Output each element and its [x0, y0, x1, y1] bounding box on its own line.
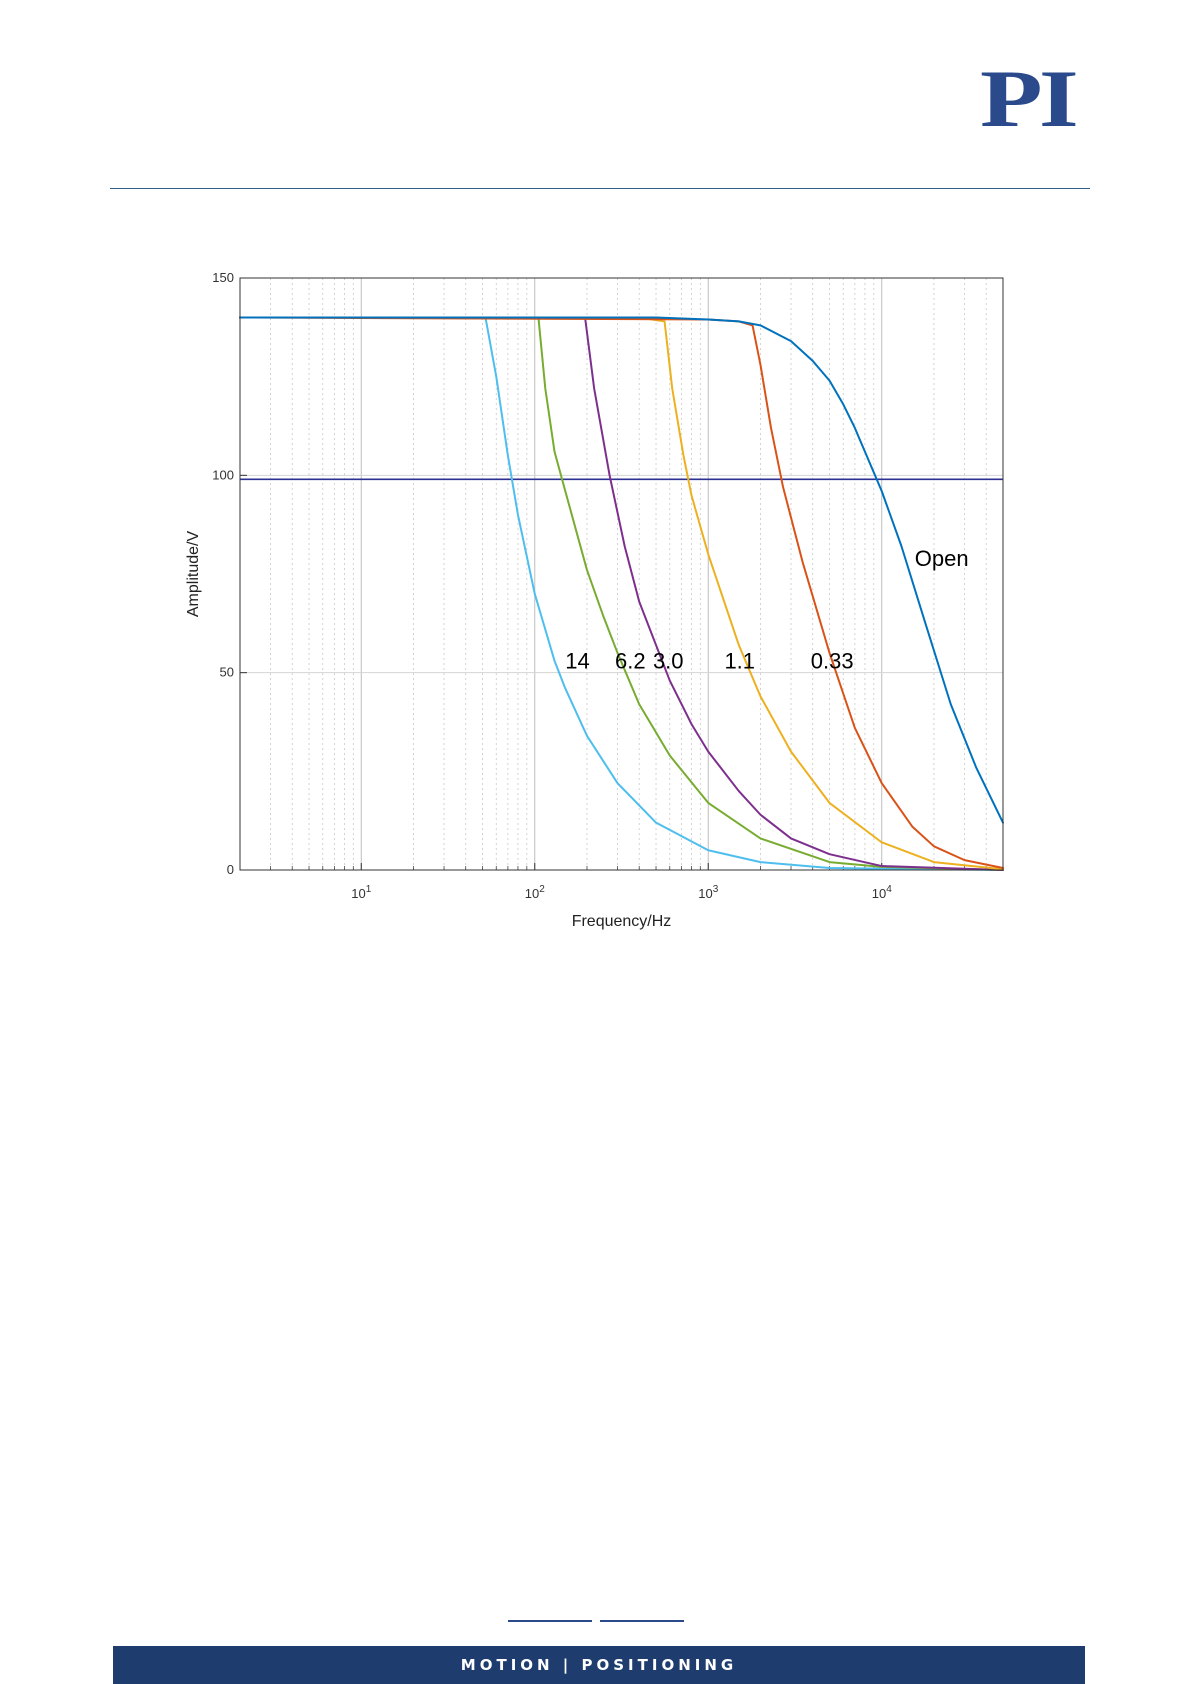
x-tick-label: 102 [525, 884, 545, 901]
footer-tagline: MOTION | POSITIONING [460, 1656, 738, 1674]
series-lines [239, 316, 1004, 871]
x-tick-label: 103 [698, 884, 718, 901]
series-line-6-2 [239, 316, 1004, 871]
footer-bar: MOTION | POSITIONING [113, 1646, 1085, 1684]
header-rule [110, 188, 1090, 189]
series-label: 6.2 [615, 649, 646, 674]
y-axis-title: Amplitude/V [185, 531, 202, 618]
x-tick-label: 101 [351, 884, 371, 901]
series-label: 14 [565, 649, 589, 674]
plot-area [240, 278, 1003, 870]
series-line-3-0 [239, 316, 1004, 871]
footer-link-left[interactable] [508, 1620, 592, 1622]
y-tick-label: 0 [227, 862, 234, 877]
footer-links [508, 1620, 684, 1624]
x-tick-labels: 101 102 103 104 [351, 884, 892, 901]
footer-link-right[interactable] [600, 1620, 684, 1622]
series-label: 3.0 [653, 649, 684, 674]
pi-logo: PI [980, 53, 1079, 144]
series-line-1-1 [239, 316, 1004, 871]
y-tick-labels: 0 50 100 150 [212, 270, 234, 877]
series-label: 0.33 [811, 649, 854, 674]
series-labels: 14 6.2 3.0 1.1 0.33 Open [565, 546, 968, 674]
series-line-open [239, 316, 1004, 824]
y-tick-label: 100 [212, 467, 234, 482]
x-tick-label: 104 [872, 884, 892, 901]
frequency-response-chart: 101 102 103 104 0 50 100 150 14 6.2 3.0 1.1 0.33 Op… [185, 270, 1004, 930]
minor-grid [270, 278, 987, 870]
y-tick-label: 50 [220, 665, 234, 680]
y-tick-label: 150 [212, 270, 234, 285]
x-axis-title: Frequency/Hz [572, 913, 672, 930]
series-label: Open [915, 546, 969, 571]
series-label: 1.1 [724, 649, 755, 674]
plot-frame [239, 277, 1004, 871]
series-line-14 [239, 316, 1004, 871]
